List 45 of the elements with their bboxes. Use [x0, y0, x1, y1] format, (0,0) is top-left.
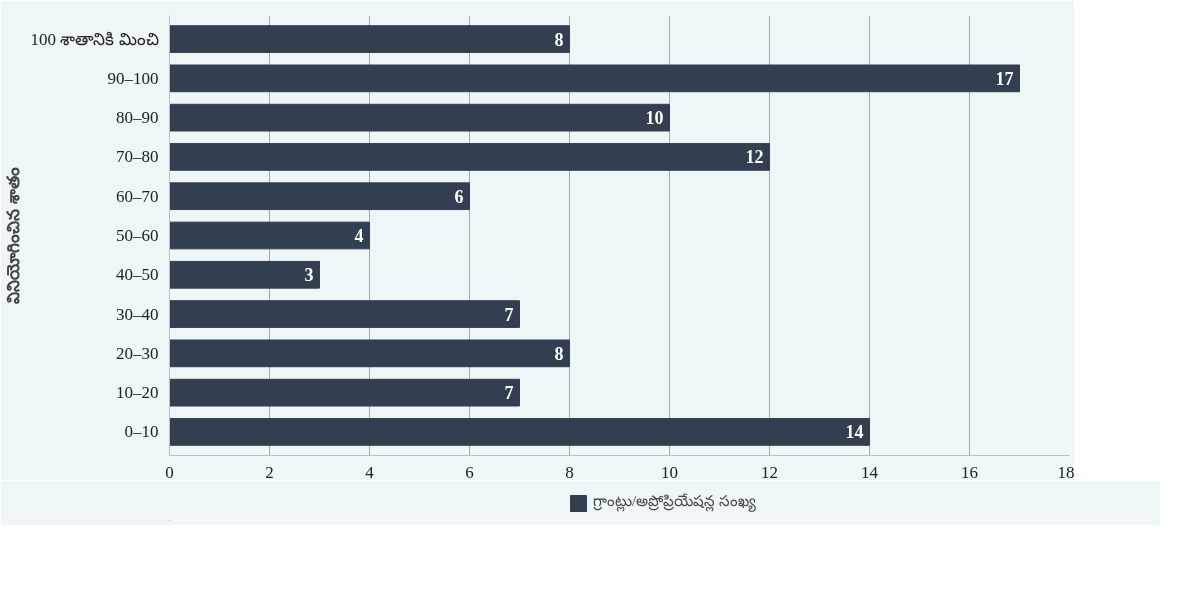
y-tick-label: 50–60 [116, 226, 159, 245]
data-label: 12 [745, 147, 764, 168]
data-label: 6 [454, 186, 464, 207]
bar [169, 221, 370, 250]
x-tick-label: 4 [365, 462, 375, 482]
x-tick-label: 16 [961, 462, 978, 482]
y-tick-label: 100 శాతానికి మించి [30, 29, 159, 49]
x-tick-label: 12 [761, 462, 778, 482]
bar [169, 182, 470, 211]
legend-label: గ్రాంట్లు/అప్రోప్రియేషన్ల సంఖ్య [593, 492, 756, 513]
data-label: 8 [554, 343, 564, 364]
x-tick-label: 0 [165, 462, 174, 482]
bar [169, 418, 870, 446]
x-tick-label: 8 [565, 462, 574, 482]
data-label: 8 [554, 29, 564, 50]
x-tick-label: 6 [465, 462, 474, 482]
data-label: 7 [504, 383, 514, 404]
y-tick-label: 40–50 [116, 265, 159, 285]
data-label: 3 [304, 265, 314, 286]
y-tick-label: 0–10 [124, 422, 159, 442]
data-label: 7 [504, 304, 514, 325]
y-tick-label: 80–90 [116, 108, 159, 128]
data-label: 17 [995, 68, 1014, 89]
bar [169, 339, 570, 368]
bar [169, 260, 320, 289]
x-tick-label: 18 [1057, 462, 1075, 482]
y-axis-title: వినియోగించిన శాతం [3, 167, 23, 304]
x-tick-label: 14 [861, 462, 879, 482]
data-label: 10 [645, 108, 664, 129]
bar [169, 378, 520, 407]
y-tick-label: 60–70 [116, 186, 159, 206]
bar [169, 64, 1020, 93]
bar [169, 103, 670, 132]
bar [169, 25, 570, 53]
x-tick-label: 2 [265, 462, 274, 482]
y-tick-label: 20–30 [116, 343, 159, 363]
x-tick-label: 10 [661, 462, 678, 482]
bar [169, 300, 520, 328]
bar [169, 143, 770, 171]
y-tick-label: 70–80 [116, 147, 159, 167]
y-tick-label: 90–100 [107, 68, 159, 88]
y-tick-label: 10–20 [116, 383, 159, 403]
data-label: 4 [354, 226, 364, 246]
data-label: 14 [845, 422, 864, 443]
y-tick-label: 30–40 [116, 304, 159, 324]
